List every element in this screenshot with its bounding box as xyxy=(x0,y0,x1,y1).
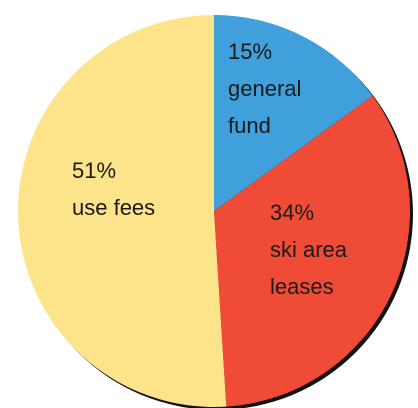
slice-value-label: 34% xyxy=(270,200,315,225)
pie-slice xyxy=(214,95,410,407)
pie-slice xyxy=(17,15,227,407)
pie-slice xyxy=(214,15,373,211)
slice-category-label: use fees xyxy=(72,195,156,220)
slice-category-label: ski area leases xyxy=(270,237,348,299)
slice-value-label: 15% xyxy=(228,39,273,64)
slice-category-label: general fund xyxy=(228,76,302,138)
slice-value-label: 51% xyxy=(72,158,117,183)
